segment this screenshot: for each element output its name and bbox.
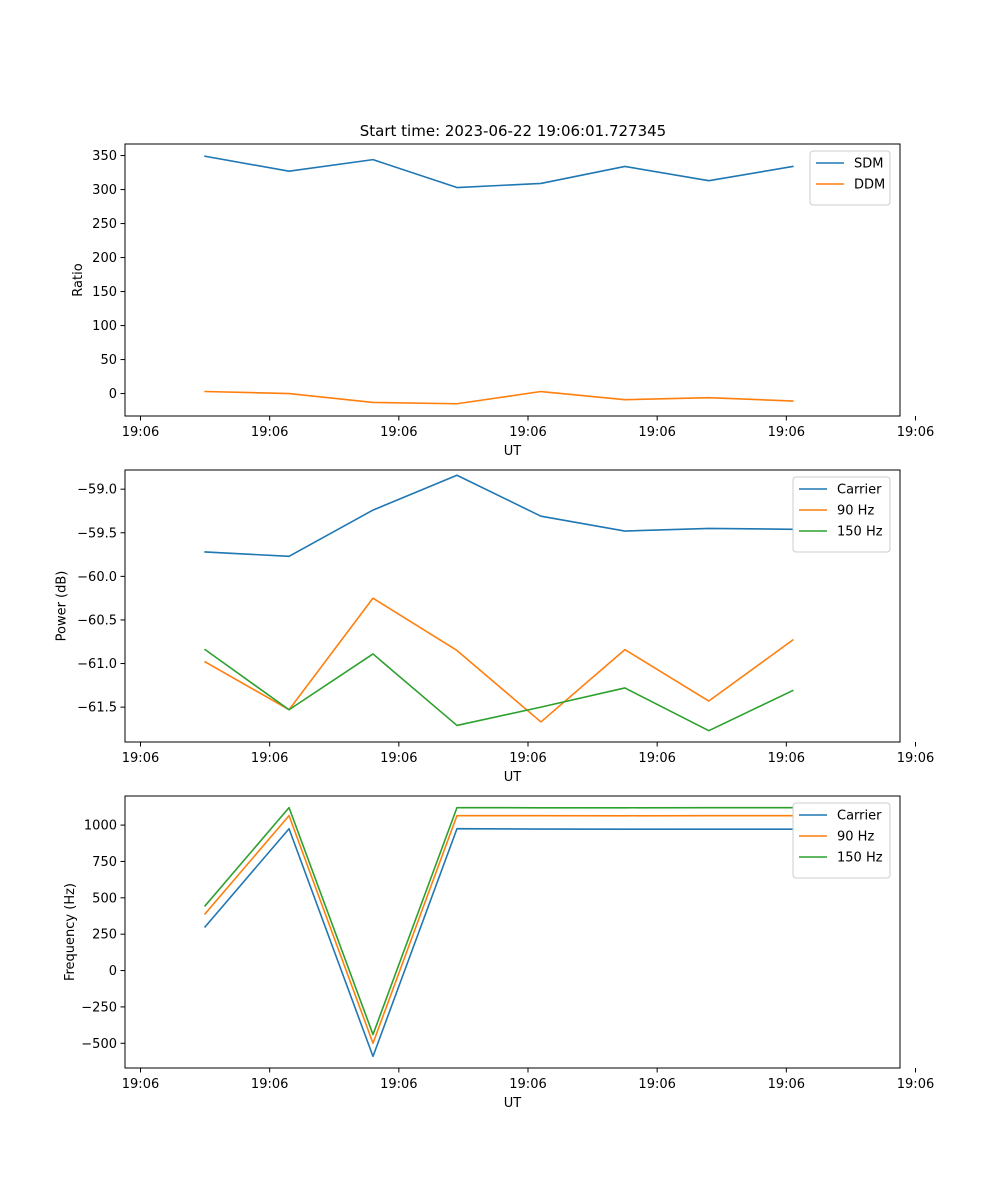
plot-frame xyxy=(124,469,901,743)
series-line-3-2 xyxy=(203,814,794,1045)
legend: SDM DDM xyxy=(809,150,891,206)
y-tick-label: −60.0 xyxy=(77,570,117,585)
y-axis-label: Ratio xyxy=(71,263,86,296)
y-tick-label: 300 xyxy=(92,183,117,198)
legend-label: 150 Hz xyxy=(837,851,883,866)
legend-box xyxy=(809,150,891,206)
x-tick-label: 19:06 xyxy=(638,1077,675,1092)
x-tick-label: 19:06 xyxy=(509,425,546,440)
y-tick-label: −500 xyxy=(81,1037,117,1052)
series-line-2-2 xyxy=(203,597,794,723)
x-tick-label: 19:06 xyxy=(380,751,417,766)
y-tick-label: 350 xyxy=(92,149,117,164)
x-axis-label: UT xyxy=(504,444,522,459)
x-tick-label: 19:06 xyxy=(638,425,675,440)
y-tick-label: 250 xyxy=(92,217,117,232)
legend-box xyxy=(792,802,891,879)
y-tick-label: −59.0 xyxy=(77,483,117,498)
x-tick-label: 19:06 xyxy=(251,751,288,766)
legend: Carrier 90 Hz 150 Hz xyxy=(792,802,891,879)
y-tick-label: 0 xyxy=(109,964,117,979)
series-line-3-1 xyxy=(203,827,794,1058)
y-tick-label: −61.0 xyxy=(77,657,117,672)
y-axis-label: Power (dB) xyxy=(55,571,70,642)
y-tick-label: 0 xyxy=(109,387,117,402)
y-tick-label: 500 xyxy=(92,891,117,906)
series-line-3-3 xyxy=(203,806,794,1036)
y-tick-label: 200 xyxy=(92,251,117,266)
legend-label: 90 Hz xyxy=(837,504,874,519)
legend-label: DDM xyxy=(854,178,885,193)
panel-2: 19:06 19:06 19:06 19:06 19:06 19:06 19:06 −61.5… xyxy=(55,469,934,785)
legend-label: 90 Hz xyxy=(837,830,874,845)
x-tick-label: 19:06 xyxy=(897,425,934,440)
x-tick-label: 19:06 xyxy=(768,425,805,440)
x-tick-label: 19:06 xyxy=(638,751,675,766)
x-tick-label: 19:06 xyxy=(251,425,288,440)
x-tick-label: 19:06 xyxy=(122,425,159,440)
x-axis-label: UT xyxy=(504,1096,522,1111)
y-tick-label: 50 xyxy=(100,353,117,368)
x-tick-label: 19:06 xyxy=(380,1077,417,1092)
x-tick-label: 19:06 xyxy=(768,751,805,766)
legend-box xyxy=(792,476,891,553)
plot-frame xyxy=(124,143,901,417)
y-axis-label: Frequency (Hz) xyxy=(63,883,78,981)
x-tick-label: 19:06 xyxy=(251,1077,288,1092)
legend-label: SDM xyxy=(854,157,883,172)
y-tick-label: 250 xyxy=(92,928,117,943)
x-tick-label: 19:06 xyxy=(122,1077,159,1092)
panel-3: 19:06 19:06 19:06 19:06 19:06 19:06 19:06 −500 −… xyxy=(63,795,934,1111)
y-tick-label: 100 xyxy=(92,319,117,334)
y-tick-label: −250 xyxy=(81,1000,117,1015)
x-tick-label: 19:06 xyxy=(768,1077,805,1092)
series-line-1-2 xyxy=(204,390,794,405)
legend: Carrier 90 Hz 150 Hz xyxy=(792,476,891,553)
chart-title: Start time: 2023-06-22 19:06:01.727345 xyxy=(360,122,666,140)
plot-frame xyxy=(124,795,901,1069)
x-tick-label: 19:06 xyxy=(897,751,934,766)
legend-label: Carrier xyxy=(837,483,882,498)
legend-label: 150 Hz xyxy=(837,525,883,540)
y-tick-label: 150 xyxy=(92,285,117,300)
x-tick-label: 19:06 xyxy=(380,425,417,440)
panel-1: 19:06 19:06 19:06 19:06 19:06 19:06 19:06 0 50 10… xyxy=(71,143,934,459)
panels: 19:06 19:06 19:06 19:06 19:06 19:06 19:06 0 50 10… xyxy=(55,143,934,1111)
y-tick-label: 750 xyxy=(92,855,117,870)
x-tick-label: 19:06 xyxy=(509,1077,546,1092)
y-tick-label: −59.5 xyxy=(77,526,117,541)
x-tick-label: 19:06 xyxy=(122,751,159,766)
x-tick-label: 19:06 xyxy=(897,1077,934,1092)
y-tick-label: −61.5 xyxy=(77,701,117,716)
x-axis-label: UT xyxy=(504,770,522,785)
legend-label: Carrier xyxy=(837,809,882,824)
x-tick-label: 19:06 xyxy=(509,751,546,766)
series-line-2-1 xyxy=(204,474,794,558)
y-tick-label: −60.5 xyxy=(77,613,117,628)
y-tick-label: 1000 xyxy=(84,819,117,834)
series-line-2-3 xyxy=(203,648,794,732)
series-line-1-1 xyxy=(204,155,794,189)
